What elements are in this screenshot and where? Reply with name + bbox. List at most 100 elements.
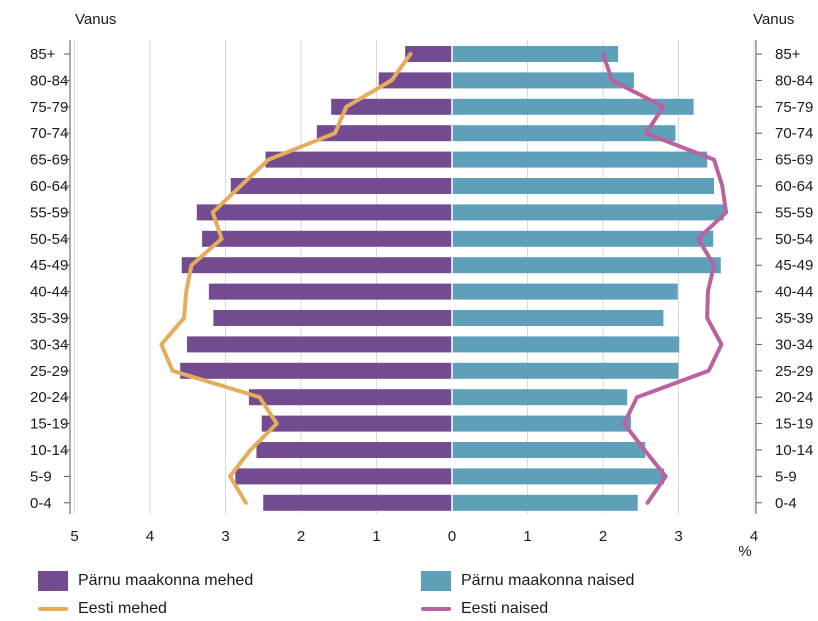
y-tick-label-right: 60-64 bbox=[775, 178, 813, 195]
y-tick-label-left: 50-54 bbox=[30, 231, 68, 248]
chart-canvas: 5 4 3 2 1 0 1 2 3 4% Vanus Vanus 85+ 85+ 80-84 80-84 75-… bbox=[30, 11, 813, 560]
y-tick-label-left: 25-29 bbox=[30, 363, 68, 380]
y-tick-label-left: 20-24 bbox=[30, 389, 68, 406]
y-tick-label-left: 85+ bbox=[30, 46, 56, 63]
bar-parnu-men bbox=[186, 336, 452, 353]
y-tick-label-left: 55-59 bbox=[30, 204, 68, 221]
y-tick-label-right: 65-69 bbox=[775, 152, 813, 169]
legend-item-parnu-men: Pärnu maakonna mehed bbox=[38, 569, 253, 593]
bar-parnu-men bbox=[235, 468, 452, 485]
y-tick-label-right: 45-49 bbox=[775, 257, 813, 274]
x-tick-label: 5 bbox=[70, 528, 78, 545]
y-tick-label-right: 75-79 bbox=[775, 99, 813, 116]
bar-parnu-men bbox=[378, 72, 452, 89]
bar-parnu-men bbox=[202, 230, 452, 247]
y-tick-label-right: 0-4 bbox=[775, 495, 797, 512]
y-tick-label-right: 50-54 bbox=[775, 231, 813, 248]
right-axis-title: Vanus bbox=[753, 11, 794, 28]
y-tick-label-right: 20-24 bbox=[775, 389, 813, 406]
x-tick-label: 2 bbox=[599, 528, 607, 545]
bar-parnu-women bbox=[452, 362, 679, 379]
x-tick-label: 0 bbox=[448, 528, 456, 545]
y-tick-label-left: 40-44 bbox=[30, 284, 68, 301]
y-tick-label-left: 45-49 bbox=[30, 257, 68, 274]
y-tick-label-right: 40-44 bbox=[775, 284, 813, 301]
x-unit-label: % bbox=[738, 543, 751, 560]
bar-parnu-women bbox=[452, 151, 708, 168]
bar-parnu-women bbox=[452, 125, 676, 142]
y-tick-label-right: 70-74 bbox=[775, 125, 813, 142]
bars bbox=[180, 40, 724, 514]
bar-parnu-men bbox=[261, 415, 452, 432]
y-tick-label-right: 35-39 bbox=[775, 310, 813, 327]
bar-parnu-women bbox=[452, 72, 634, 89]
bar-parnu-women bbox=[452, 310, 664, 326]
legend-swatch-estonia-men bbox=[38, 607, 68, 611]
bar-parnu-women bbox=[452, 178, 714, 194]
y-tick-label-left: 30-34 bbox=[30, 336, 68, 353]
bar-parnu-men bbox=[263, 494, 452, 511]
legend-item-estonia-men: Eesti mehed bbox=[38, 597, 167, 621]
bar-parnu-women bbox=[452, 204, 724, 221]
bar-parnu-men bbox=[230, 178, 452, 194]
y-tick-label-right: 5-9 bbox=[775, 468, 797, 485]
y-tick-label-right: 15-19 bbox=[775, 416, 813, 433]
bar-parnu-women bbox=[452, 442, 646, 458]
legend-label-parnu-women: Pärnu maakonna naised bbox=[461, 572, 635, 589]
bar-parnu-men bbox=[405, 46, 452, 62]
legend-swatch-estonia-women bbox=[421, 607, 451, 611]
bar-parnu-women bbox=[452, 415, 631, 432]
bar-parnu-men bbox=[331, 98, 452, 115]
line-estonia-women bbox=[601, 52, 729, 505]
bar-parnu-men bbox=[265, 151, 452, 168]
legend: Pärnu maakonna mehed Pärnu maakonna nais… bbox=[0, 560, 818, 617]
legend-label-parnu-men: Pärnu maakonna mehed bbox=[78, 572, 254, 589]
bar-parnu-women bbox=[452, 98, 694, 115]
bar-parnu-men bbox=[196, 204, 452, 221]
lines bbox=[159, 52, 729, 505]
bar-parnu-women bbox=[452, 46, 619, 62]
legend-item-estonia-women: Eesti naised bbox=[421, 597, 548, 621]
y-tick-label-left: 75-79 bbox=[30, 99, 68, 116]
axes: 5 4 3 2 1 0 1 2 3 4% Vanus Vanus 85+ 85+ 80-84 80-84 75-… bbox=[30, 11, 813, 560]
x-tick-label: 1 bbox=[523, 528, 531, 545]
x-tick-label: 3 bbox=[221, 528, 229, 545]
y-tick-label-right: 25-29 bbox=[775, 363, 813, 380]
legend-item-parnu-women: Pärnu maakonna naised bbox=[421, 569, 634, 593]
y-tick-label-left: 65-69 bbox=[30, 152, 68, 169]
y-tick-label-left: 5-9 bbox=[30, 468, 52, 485]
x-tick-label: 4 bbox=[750, 528, 758, 545]
bar-parnu-men bbox=[213, 310, 452, 326]
x-tick-label: 2 bbox=[297, 528, 305, 545]
bar-parnu-women bbox=[452, 468, 665, 485]
bar-parnu-men bbox=[180, 362, 452, 379]
y-tick-label-right: 10-14 bbox=[775, 442, 813, 459]
left-axis-title: Vanus bbox=[75, 11, 116, 28]
bar-parnu-men bbox=[248, 389, 452, 406]
y-tick-label-left: 60-64 bbox=[30, 178, 68, 195]
y-tick-label-right: 85+ bbox=[775, 46, 801, 63]
bar-parnu-women bbox=[452, 283, 678, 300]
x-tick-label: 4 bbox=[146, 528, 154, 545]
bar-parnu-men bbox=[181, 257, 452, 274]
legend-label-estonia-men: Eesti mehed bbox=[78, 600, 167, 617]
y-tick-label-right: 55-59 bbox=[775, 204, 813, 221]
bar-parnu-women bbox=[452, 389, 628, 406]
bar-parnu-women bbox=[452, 230, 714, 247]
bar-parnu-women bbox=[452, 494, 638, 511]
bar-parnu-women bbox=[452, 336, 680, 353]
y-tick-label-left: 10-14 bbox=[30, 442, 68, 459]
y-tick-label-left: 35-39 bbox=[30, 310, 68, 327]
y-tick-label-right: 80-84 bbox=[775, 72, 813, 89]
bar-parnu-women bbox=[452, 257, 721, 274]
y-tick-label-right: 30-34 bbox=[775, 336, 813, 353]
legend-swatch-parnu-men bbox=[38, 571, 68, 591]
bar-parnu-men bbox=[316, 125, 452, 142]
y-tick-label-left: 0-4 bbox=[30, 495, 52, 512]
y-tick-label-left: 15-19 bbox=[30, 416, 68, 433]
y-tick-label-left: 80-84 bbox=[30, 72, 68, 89]
y-tick-label-left: 70-74 bbox=[30, 125, 68, 142]
legend-label-estonia-women: Eesti naised bbox=[461, 600, 549, 617]
line-estonia-men bbox=[159, 52, 413, 505]
x-tick-label: 3 bbox=[674, 528, 682, 545]
